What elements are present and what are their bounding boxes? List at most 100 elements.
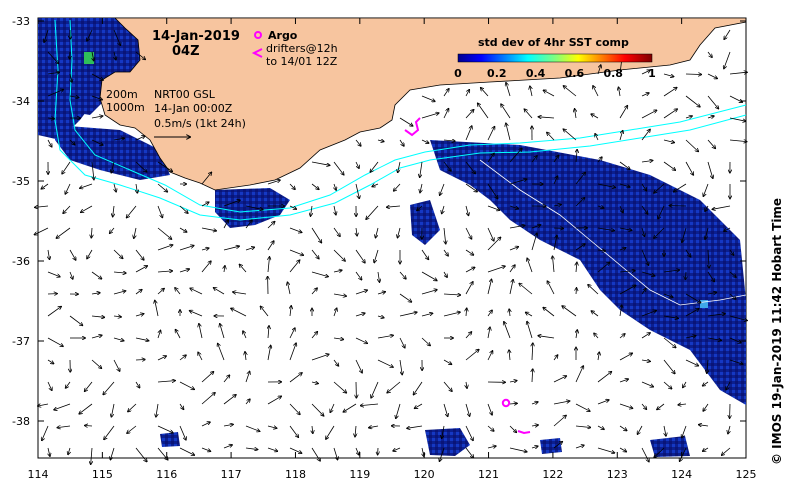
current-vector <box>421 337 430 346</box>
current-vector <box>289 260 300 273</box>
y-tick-label: -34 <box>12 95 30 108</box>
argo-legend-icon <box>254 31 262 39</box>
current-vector <box>509 381 517 382</box>
current-vector <box>47 271 60 277</box>
current-vector <box>443 403 448 416</box>
current-vector <box>685 293 701 303</box>
current-vector <box>444 227 446 244</box>
current-vector <box>465 161 475 174</box>
current-vector <box>443 312 460 317</box>
current-vector <box>663 337 676 348</box>
front-line <box>479 159 747 306</box>
current-vector <box>48 249 50 259</box>
current-vector <box>509 280 513 295</box>
current-vector <box>575 366 583 383</box>
current-vector <box>135 161 147 172</box>
current-vector <box>261 306 269 317</box>
current-vector <box>465 183 477 192</box>
current-vector <box>179 381 194 389</box>
current-vector <box>531 402 538 404</box>
current-vector <box>593 86 599 97</box>
current-vector <box>712 205 731 209</box>
current-vector <box>56 227 71 238</box>
current-vector <box>654 447 665 457</box>
current-vector <box>663 293 673 297</box>
current-vector <box>440 183 445 195</box>
x-tick-label: 115 <box>92 468 113 481</box>
current-vector <box>663 139 674 143</box>
current-vector <box>355 425 356 437</box>
current-vector <box>311 271 328 277</box>
current-vector <box>135 51 145 59</box>
current-vector <box>543 308 555 317</box>
current-vector <box>355 447 359 455</box>
current-vector <box>526 312 533 317</box>
current-vector <box>113 272 126 273</box>
current-vector <box>531 425 538 426</box>
current-vector <box>619 447 626 452</box>
current-vector <box>641 271 655 276</box>
current-vector <box>47 139 52 147</box>
current-vector <box>553 416 566 427</box>
current-vector <box>223 220 228 229</box>
current-vector <box>243 331 247 339</box>
current-vector <box>65 183 71 194</box>
current-vector <box>553 355 558 361</box>
current-vector <box>729 271 736 277</box>
current-vector <box>619 205 623 213</box>
current-vector <box>289 205 296 209</box>
current-vector <box>466 381 467 388</box>
current-vector <box>399 359 402 375</box>
current-vector <box>415 403 423 408</box>
current-vector <box>289 328 295 339</box>
colorbar-tick-label: 0.2 <box>487 67 507 80</box>
current-vector <box>575 426 590 428</box>
current-vector <box>703 447 709 451</box>
current-vector <box>311 249 319 259</box>
current-vector <box>576 288 577 295</box>
current-vector <box>708 249 709 268</box>
x-tick-label: 123 <box>607 468 628 481</box>
current-vector <box>179 227 187 232</box>
current-vector <box>703 403 709 411</box>
current-vector <box>267 222 275 229</box>
current-vector <box>465 126 472 141</box>
current-vector <box>311 354 329 361</box>
current-vector <box>91 293 100 294</box>
current-vector <box>333 270 342 272</box>
current-vector <box>597 183 615 188</box>
current-vector <box>245 372 250 383</box>
current-vector <box>619 285 636 295</box>
current-vector <box>111 403 115 417</box>
current-vector <box>703 183 709 196</box>
current-vectors <box>35 29 748 464</box>
current-vector <box>544 90 555 97</box>
title-date: 14-Jan-2019 <box>152 29 240 44</box>
current-vector <box>527 322 533 339</box>
current-vector <box>179 205 188 213</box>
current-vector <box>113 29 120 45</box>
current-vector <box>355 290 367 295</box>
current-vector <box>42 425 49 440</box>
x-tick-label: 119 <box>349 468 370 481</box>
current-vector <box>387 206 401 207</box>
current-vector <box>663 88 677 97</box>
current-vector <box>575 173 585 185</box>
current-vector <box>113 249 123 258</box>
current-vector <box>442 205 444 214</box>
current-vector <box>465 90 469 97</box>
current-vector <box>157 205 162 218</box>
current-vector <box>372 184 379 187</box>
current-vector <box>377 316 384 318</box>
current-vector <box>127 205 137 218</box>
current-vector <box>641 249 649 265</box>
current-vector <box>333 381 346 393</box>
current-vector <box>705 205 709 211</box>
current-vector <box>575 403 590 411</box>
current-vector <box>421 313 433 317</box>
current-vector <box>62 161 71 174</box>
colorbar-tick-label: 1 <box>648 67 656 80</box>
x-tick-label: 114 <box>28 468 49 481</box>
current-vector <box>267 180 280 185</box>
current-vector <box>465 282 473 295</box>
